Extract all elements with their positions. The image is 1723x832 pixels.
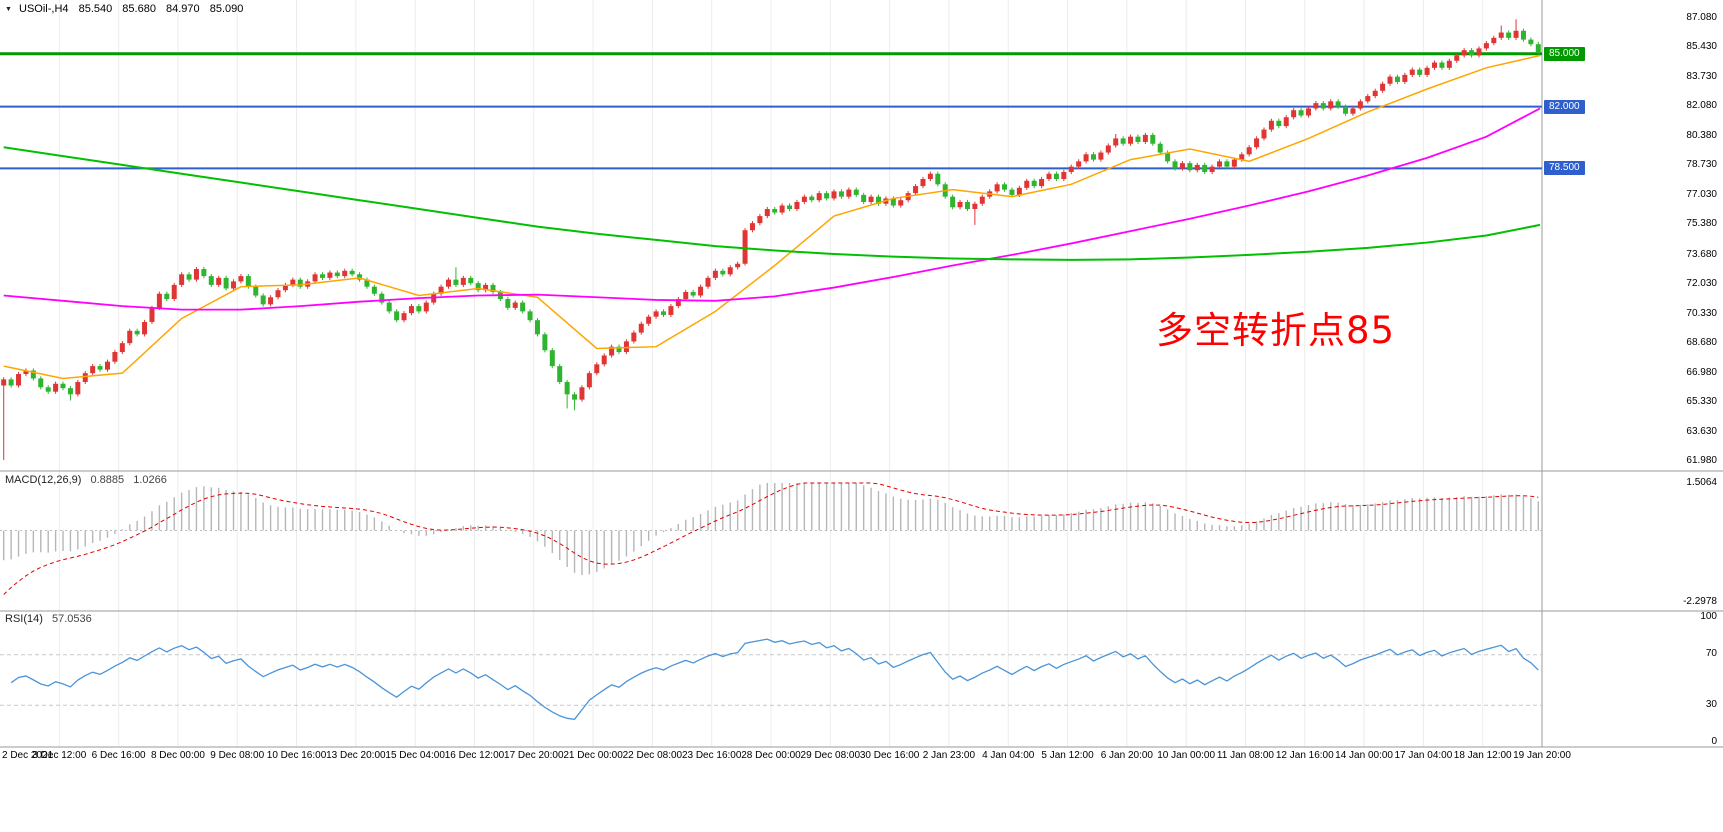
time-axis-label: 23 Dec 16:00 xyxy=(681,750,742,761)
ohlc-open: 85.540 xyxy=(78,3,113,15)
price-tick-label: 70.330 xyxy=(1686,307,1717,319)
time-axis-label: 2 Jan 23:00 xyxy=(922,750,976,761)
rsi-axis-70: 70 xyxy=(1705,648,1717,659)
symbol-info-bar[interactable]: ▼ USOil-,H4 85.540 85.680 84.970 85.090 xyxy=(5,3,250,15)
price-tick-label: 72.030 xyxy=(1686,277,1717,289)
time-axis-label: 13 Dec 20:00 xyxy=(326,750,386,761)
price-scale[interactable]: 87.080 85.430 83.730 82.080 80.380 78.730 77.0… xyxy=(1543,0,1723,747)
time-axis-label: 28 Dec 00:00 xyxy=(741,750,801,761)
price-tick-label: 61.980 xyxy=(1686,455,1717,466)
time-axis-label: 4 Jan 04:00 xyxy=(982,750,1035,761)
price-tick-label: 78.730 xyxy=(1686,159,1717,171)
rsi-name: RSI(14) xyxy=(5,613,43,625)
time-axis-label: 17 Jan 04:00 xyxy=(1394,750,1453,761)
price-tick-label: 87.080 xyxy=(1686,12,1717,23)
rsi-axis-0: 0 xyxy=(1711,736,1717,747)
time-axis-label: 22 Dec 08:00 xyxy=(622,750,683,761)
ohlc-low: 84.970 xyxy=(166,3,200,15)
time-axis-label: 14 Jan 00:00 xyxy=(1335,750,1393,761)
time-axis-label: 29 Dec 08:00 xyxy=(800,750,861,761)
time-axis-label: 9 Dec 08:00 xyxy=(210,750,265,761)
hline-price-badge-78-5: 78.500 xyxy=(1544,161,1585,176)
time-scale[interactable]: 2 Dec 2021 3 Dec 12:00 6 Dec 16:00 8 Dec 00… xyxy=(0,748,1723,766)
macd-indicator-label: MACD(12,26,9) 0.8885 1.0266 xyxy=(5,474,167,486)
symbol-dropdown-icon[interactable]: ▼ xyxy=(5,5,12,13)
time-axis-label: 3 Dec 12:00 xyxy=(32,750,87,761)
time-axis-label: 18 Jan 12:00 xyxy=(1453,750,1512,761)
price-tick-label: 73.680 xyxy=(1686,248,1717,260)
time-axis-label: 10 Jan 00:00 xyxy=(1157,750,1216,761)
price-tick-label: 75.380 xyxy=(1686,218,1717,230)
price-tick-label: 82.080 xyxy=(1686,100,1717,112)
price-tick-label: 65.330 xyxy=(1686,395,1717,407)
price-tick-label: 66.980 xyxy=(1686,366,1717,378)
hline-price-badge-82: 82.000 xyxy=(1544,99,1585,114)
macd-value-main: 0.8885 xyxy=(90,474,125,486)
macd-value-signal: 1.0266 xyxy=(133,474,167,486)
rsi-indicator-label: RSI(14) 57.0536 xyxy=(5,613,92,625)
price-tick-label: 80.380 xyxy=(1686,130,1717,142)
rsi-axis-30: 30 xyxy=(1705,699,1717,710)
price-tick-label: 63.630 xyxy=(1686,425,1717,437)
price-tick-label: 77.030 xyxy=(1686,189,1717,201)
time-axis-label: 16 Dec 12:00 xyxy=(444,750,505,761)
chart-annotation-text: 多空转折点85 xyxy=(1156,309,1396,352)
time-axis-label: 17 Dec 20:00 xyxy=(504,750,564,761)
time-axis-label: 15 Dec 04:00 xyxy=(385,750,445,761)
rsi-value: 57.0536 xyxy=(51,613,92,625)
time-axis-label: 5 Jan 12:00 xyxy=(1041,750,1094,761)
time-axis-label: 19 Jan 20:00 xyxy=(1513,750,1571,761)
ohlc-close: 85.090 xyxy=(209,3,244,15)
price-tick-label: 68.680 xyxy=(1686,336,1717,348)
time-axis-label: 10 Dec 16:00 xyxy=(266,750,327,761)
time-axis-label: 12 Jan 16:00 xyxy=(1275,750,1334,761)
macd-name: MACD(12,26,9) xyxy=(5,474,82,486)
price-tick-label: 85.430 xyxy=(1686,41,1717,53)
time-axis-label: 2 Dec 2021 xyxy=(2,750,54,761)
macd-axis-max: 1.5064 xyxy=(1686,477,1717,488)
time-axis-label: 30 Dec 16:00 xyxy=(859,750,920,761)
price-tick-label: 83.730 xyxy=(1686,71,1717,83)
time-axis-label: 6 Jan 20:00 xyxy=(1100,750,1153,761)
hline-price-badge-85: 85.000 xyxy=(1544,46,1585,61)
time-axis-label: 21 Dec 00:00 xyxy=(563,750,623,761)
rsi-axis-100: 100 xyxy=(1700,611,1717,622)
symbol-period-label: USOil-,H4 xyxy=(19,3,69,15)
time-axis-label: 11 Jan 08:00 xyxy=(1216,750,1274,761)
time-axis-label: 8 Dec 00:00 xyxy=(150,750,205,761)
time-axis-label: 6 Dec 16:00 xyxy=(91,750,146,761)
ohlc-high: 85.680 xyxy=(122,3,156,15)
macd-axis-min: -2.2978 xyxy=(1683,596,1717,607)
